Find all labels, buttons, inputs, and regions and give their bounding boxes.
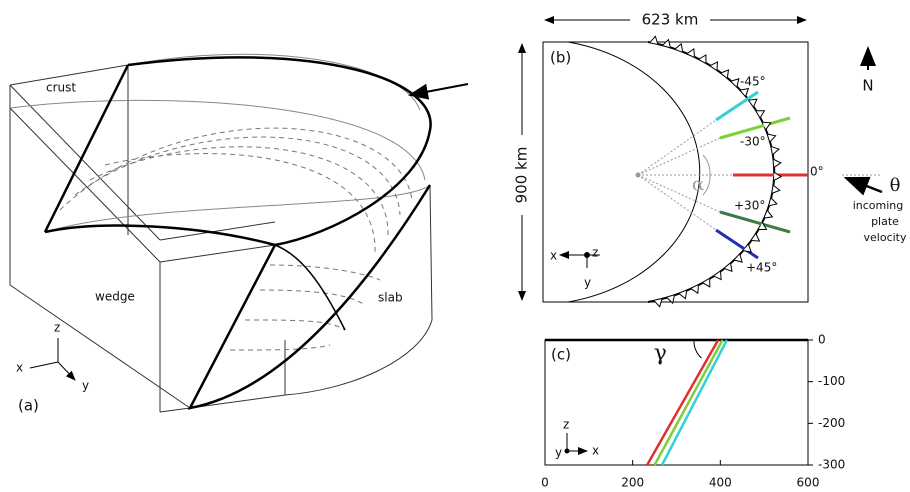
angle-label: -30° — [740, 135, 766, 149]
panel-a-drawing-part-part — [105, 154, 375, 255]
x-tick-label: 0 — [541, 476, 549, 490]
axis-label: y — [584, 276, 591, 290]
panel-label: (b) — [550, 49, 571, 67]
panel-a-drawing-part — [275, 245, 345, 330]
panel-b-drawing-part-part — [716, 92, 758, 120]
angle-label: 0° — [810, 165, 824, 179]
x-tick-label: 600 — [797, 476, 820, 490]
panel-b-drawing — [522, 20, 882, 307]
panel-a-drawing-part — [10, 65, 432, 412]
x-tick-label: 400 — [709, 476, 732, 490]
axis-label: x — [592, 444, 599, 458]
panel-a-drawing — [10, 54, 468, 412]
y-tick-label: -300 — [818, 458, 845, 472]
alpha-label: α — [692, 174, 704, 195]
axis-label: z — [592, 246, 598, 260]
panel-label: (c) — [551, 346, 571, 364]
angle-label: -45° — [740, 75, 766, 89]
panel-a-drawing-part — [30, 338, 75, 380]
axis-label: y — [555, 446, 562, 460]
panel-b-drawing-part — [716, 92, 808, 258]
axis-label: z — [54, 321, 60, 335]
width-label: 623 km — [642, 11, 699, 29]
panel-label: (a) — [18, 397, 39, 415]
axis-label: x — [550, 249, 557, 263]
panel-a-drawing-part-part — [270, 265, 380, 280]
wedge-label: wedge — [95, 290, 135, 304]
trench-tooth — [772, 185, 780, 193]
panel-b-drawing-part — [846, 178, 882, 192]
plot-frame — [545, 340, 808, 465]
panel-b-drawing-part-part — [720, 212, 790, 232]
panel-b-drawing-part — [636, 173, 641, 178]
panel-a-drawing-part — [285, 320, 432, 395]
panel-a-drawing-part — [60, 128, 412, 350]
panel-b-drawing-part-part — [716, 230, 758, 258]
x-tick-label: 200 — [621, 476, 644, 490]
axis-arrows — [567, 433, 587, 451]
velocity-label: incoming — [853, 199, 904, 212]
y-tick-label: -100 — [818, 374, 845, 388]
panel-b-drawing-part — [585, 253, 590, 258]
series-line — [662, 340, 727, 465]
axis-label: x — [16, 361, 23, 375]
panel-a-drawing-part-part — [245, 320, 345, 330]
north-label: N — [862, 77, 873, 95]
figure: crust wedge slab (a) z x y 623 km 900 km — [0, 0, 910, 492]
panel-a-drawing-part-part — [75, 137, 400, 215]
y-tick-label: -200 — [818, 416, 845, 430]
trench-tooth — [774, 159, 781, 167]
axis-label: y — [82, 379, 89, 393]
panel-a-drawing-part — [128, 54, 420, 110]
panel-b-drawing-part — [568, 42, 700, 302]
angle-label: +45° — [746, 261, 777, 275]
velocity-label: velocity — [864, 231, 907, 244]
panel-a-drawing-part-part — [230, 345, 330, 350]
crust-label: crust — [46, 81, 76, 95]
slab-label: slab — [378, 291, 403, 305]
panel-b-drawing-part — [638, 120, 733, 230]
y-tick-label: 0 — [818, 333, 826, 347]
axis-label: z — [563, 418, 569, 432]
theta-label: θ — [890, 175, 901, 196]
height-label: 900 km — [513, 147, 531, 204]
panel-c-chart: 0 200 400 600 0 -100 -200 -300 (c) γ z x y — [541, 333, 845, 490]
velocity-label: plate — [871, 215, 899, 228]
angle-label: +30° — [734, 199, 765, 213]
gamma-arc — [694, 340, 701, 358]
axis-dot — [565, 449, 570, 454]
panel-a-drawing-part-part — [60, 128, 412, 210]
panel-a-drawing-part — [410, 84, 468, 95]
gamma-label: γ — [654, 341, 667, 366]
panel-b-drawing-part-part — [638, 120, 733, 230]
